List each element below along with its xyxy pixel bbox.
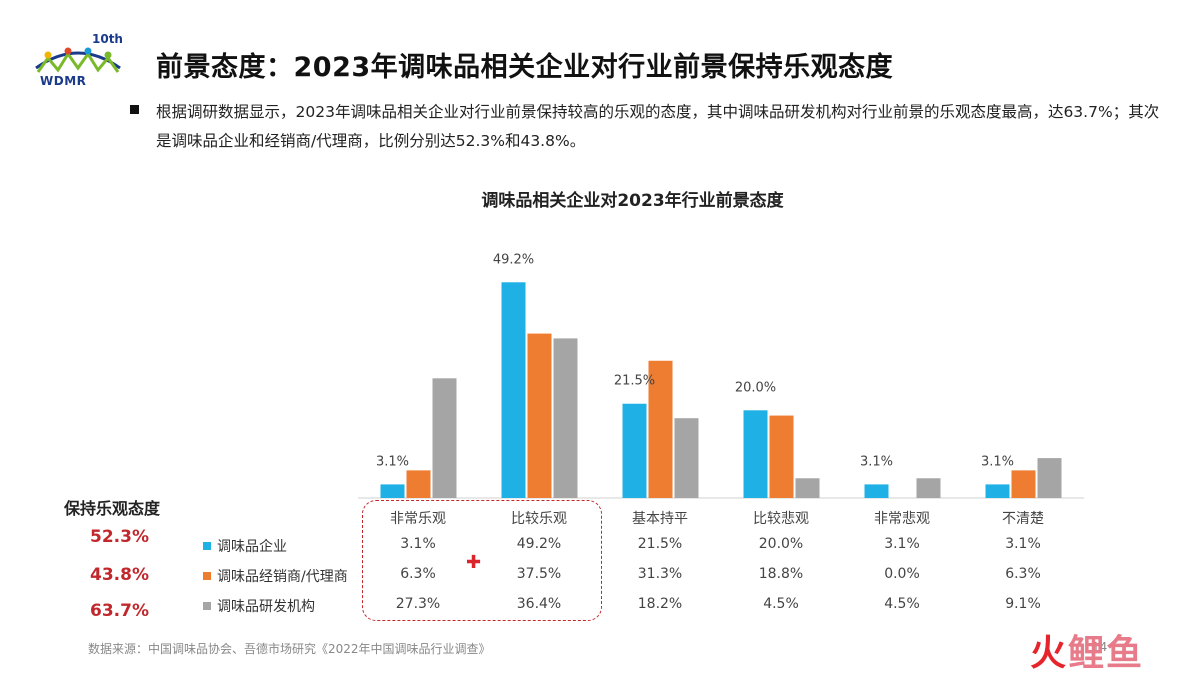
page-number: 14 [1092, 640, 1108, 654]
page-title: 前景态度：2023年调味品相关企业对行业前景保持乐观态度 [156, 52, 894, 83]
legend-row-distributor: 调味品经销商/代理商 [203, 566, 348, 586]
table-cell: 27.3% [395, 596, 441, 612]
optimism-value-enterprise: 52.3% [90, 527, 149, 547]
optimistic-highlight-box [362, 500, 602, 621]
bar [1037, 458, 1062, 498]
optimism-value-distributor: 43.8% [90, 565, 149, 585]
bar [985, 484, 1010, 498]
watermark-part: 火 [1030, 633, 1069, 674]
bar [527, 333, 552, 498]
table-cell: 3.1% [884, 536, 920, 552]
bar [406, 470, 431, 498]
legend-row-research: 调味品研发机构 [203, 596, 315, 616]
bar [1011, 470, 1036, 498]
table-cell: 49.2% [516, 536, 562, 552]
bar [622, 403, 647, 498]
table-cell: 4.5% [763, 596, 799, 612]
watermark-logo: 火鲤鱼 [1030, 624, 1144, 675]
legend-row-enterprise: 调味品企业 [203, 536, 287, 556]
data-label: 3.1% [376, 454, 409, 469]
bar [916, 478, 941, 498]
category-label: 非常乐观 [390, 511, 446, 527]
table-cell: 31.3% [637, 566, 683, 582]
bar [432, 378, 457, 498]
bar [795, 478, 820, 498]
data-label: 49.2% [493, 252, 534, 267]
bar [553, 338, 578, 498]
bar [501, 282, 526, 498]
bar [864, 484, 889, 498]
table-cell: 6.3% [400, 566, 436, 582]
data-label: 20.0% [735, 380, 776, 395]
legend-swatch [203, 542, 211, 550]
table-cell: 0.0% [884, 566, 920, 582]
bar [648, 360, 673, 498]
legend-swatch [203, 602, 211, 610]
wdmr-logo [35, 47, 121, 73]
data-source: 数据来源：中国调味品协会、吾德市场研究《2022年中国调味品行业调查》 [88, 642, 491, 656]
plus-icon: ✚ [466, 552, 482, 573]
table-cell: 21.5% [637, 536, 683, 552]
logo-text: WDMR [40, 74, 87, 88]
legend-label: 调味品企业 [217, 539, 287, 555]
watermark-part: 鲤鱼 [1068, 633, 1145, 674]
logo-anniversary: 10th [92, 32, 123, 46]
table-cell: 3.1% [400, 536, 436, 552]
summary-text: 根据调研数据显示，2023年调味品相关企业对行业前景保持较高的乐观的态度，其中调… [156, 103, 1160, 150]
table-cell: 20.0% [758, 536, 804, 552]
table-cell: 6.3% [1005, 566, 1041, 582]
table-cell: 4.5% [884, 596, 920, 612]
table-cell: 18.8% [758, 566, 804, 582]
table-cell: 18.2% [637, 596, 683, 612]
data-label: 3.1% [981, 454, 1014, 469]
bar [674, 418, 699, 498]
legend-label: 调味品研发机构 [217, 599, 315, 615]
chart-title: 调味品相关企业对2023年行业前景态度 [481, 191, 784, 211]
category-label: 非常悲观 [874, 511, 930, 527]
optimism-title: 保持乐观态度 [64, 499, 161, 518]
table-cell: 36.4% [516, 596, 562, 612]
table-cell: 3.1% [1005, 536, 1041, 552]
category-label: 比较悲观 [753, 511, 809, 527]
table-cell: 9.1% [1005, 596, 1041, 612]
bullet-square [130, 105, 139, 114]
legend-label: 调味品经销商/代理商 [217, 569, 348, 585]
category-label: 基本持平 [632, 511, 688, 527]
legend-swatch [203, 572, 211, 580]
category-label: 不清楚 [1002, 511, 1044, 527]
category-label: 比较乐观 [511, 511, 567, 527]
table-cell: 37.5% [516, 566, 562, 582]
bar [743, 410, 768, 498]
bar [380, 484, 405, 498]
data-label: 3.1% [860, 454, 893, 469]
data-label: 21.5% [614, 374, 655, 389]
bar [769, 415, 794, 498]
optimism-value-research: 63.7% [90, 601, 149, 621]
